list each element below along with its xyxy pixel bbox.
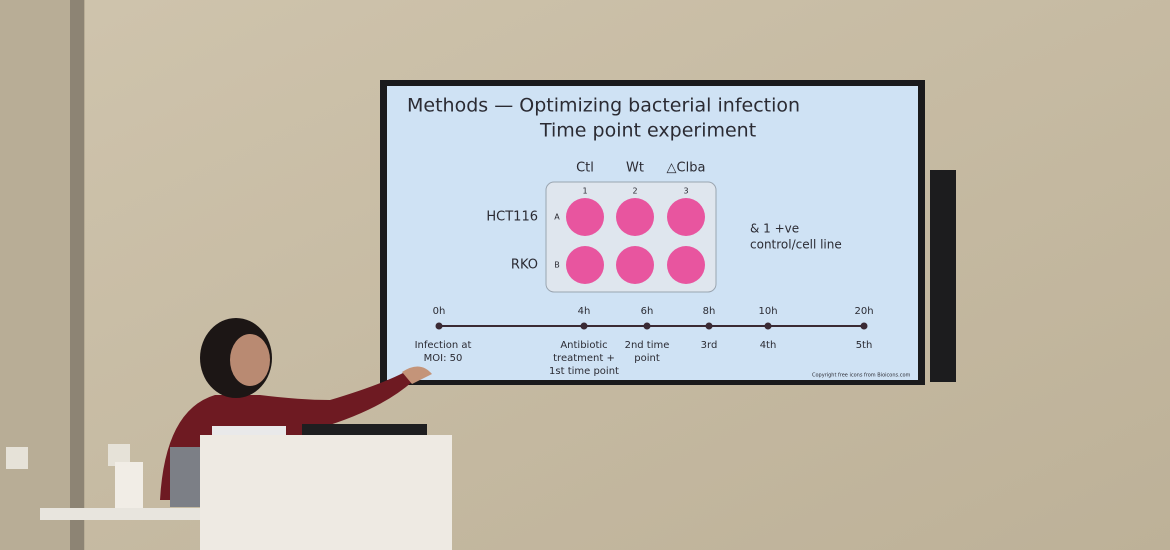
- time-label: 8h: [703, 306, 716, 317]
- timeline-point: [705, 322, 713, 330]
- timeline-point: [860, 322, 868, 330]
- copyright: Copyright free icons from Bioicons.com: [812, 373, 911, 379]
- monitor: [302, 424, 427, 436]
- column-number: 2: [632, 187, 637, 196]
- row-label: RKO: [511, 258, 538, 273]
- timeline-point: [643, 322, 651, 330]
- speaker: [930, 170, 956, 382]
- switch: [6, 447, 28, 469]
- row-letter: A: [554, 213, 560, 222]
- timeline-point: [764, 322, 772, 330]
- slide-subtitle: Time point experiment: [539, 120, 756, 142]
- face: [230, 334, 270, 386]
- well: [616, 198, 654, 236]
- time-label: 10h: [758, 306, 777, 317]
- timeline-point: [435, 322, 443, 330]
- time-caption: Antibiotic: [560, 340, 607, 351]
- door-frame: [70, 0, 84, 550]
- time-caption: 2nd time: [625, 340, 670, 351]
- time-caption: 5th: [856, 340, 873, 351]
- column-label: Ctl: [576, 161, 594, 176]
- socket: [108, 444, 130, 466]
- hand: [402, 366, 432, 384]
- timeline-point: [580, 322, 588, 330]
- note-line: control/cell line: [750, 238, 842, 252]
- time-caption: 4th: [760, 340, 777, 351]
- column-number: 3: [683, 187, 688, 196]
- row-label: HCT116: [486, 210, 538, 225]
- slide-title: Methods — Optimizing bacterial infection: [407, 95, 800, 117]
- time-caption: treatment +: [553, 353, 615, 364]
- table: [40, 508, 200, 520]
- cup: [115, 462, 143, 508]
- time-label: 0h: [433, 306, 446, 317]
- timeline: 0h Infection at MOI: 50 4h Antibiotic treatme…: [415, 306, 874, 377]
- well: [667, 198, 705, 236]
- time-caption: 1st time point: [549, 366, 619, 377]
- well: [616, 246, 654, 284]
- time-caption: 3rd: [701, 340, 718, 351]
- row-letter: B: [554, 261, 560, 270]
- column-label: △Clba: [667, 161, 706, 176]
- podium: [200, 435, 452, 550]
- well: [667, 246, 705, 284]
- time-label: 6h: [641, 306, 654, 317]
- note-line: & 1 +ve: [750, 222, 799, 236]
- time-caption: MOI: 50: [424, 353, 463, 364]
- well: [566, 246, 604, 284]
- column-number: 1: [582, 187, 587, 196]
- slide: Methods — Optimizing bacterial infection…: [387, 86, 918, 380]
- well: [566, 198, 604, 236]
- column-label: Wt: [626, 161, 644, 176]
- time-label: 4h: [578, 306, 591, 317]
- time-caption: point: [634, 353, 660, 364]
- time-caption: Infection at: [415, 340, 472, 351]
- plate-contents: Ctl 1 Wt 2 △Clba 3 HCT116 A RKO B: [486, 161, 706, 284]
- time-label: 20h: [854, 306, 873, 317]
